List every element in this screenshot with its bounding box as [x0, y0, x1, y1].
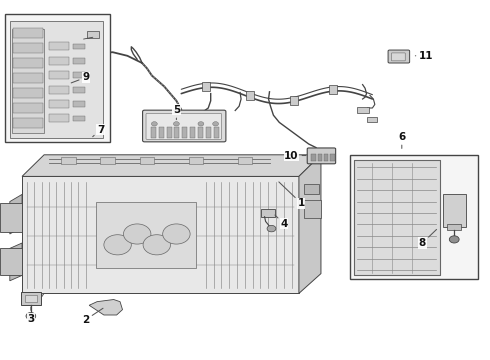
- Bar: [304, 200, 321, 218]
- Bar: [87, 31, 99, 38]
- Bar: [354, 160, 440, 275]
- Text: 3: 3: [27, 307, 34, 324]
- Bar: [73, 72, 85, 78]
- Circle shape: [151, 122, 157, 126]
- Bar: [151, 127, 156, 138]
- Bar: [73, 58, 85, 64]
- Bar: [190, 127, 195, 138]
- Bar: [73, 101, 85, 107]
- Bar: [261, 209, 275, 217]
- Text: 8: 8: [419, 229, 437, 248]
- Bar: [159, 127, 164, 138]
- Circle shape: [104, 235, 131, 255]
- Bar: [21, 292, 41, 305]
- Polygon shape: [22, 293, 44, 301]
- Circle shape: [163, 224, 190, 244]
- Bar: [167, 127, 172, 138]
- FancyBboxPatch shape: [143, 110, 226, 142]
- Polygon shape: [22, 176, 299, 293]
- Bar: [49, 114, 69, 122]
- Text: 4: 4: [275, 215, 288, 229]
- Bar: [311, 154, 316, 161]
- Bar: [350, 155, 478, 279]
- Circle shape: [143, 235, 171, 255]
- Polygon shape: [299, 155, 321, 293]
- Bar: [13, 118, 43, 128]
- Text: 2: 2: [82, 308, 103, 325]
- Bar: [49, 57, 69, 65]
- Circle shape: [173, 122, 179, 126]
- Bar: [49, 86, 69, 94]
- Bar: [13, 73, 43, 83]
- Bar: [318, 154, 322, 161]
- Polygon shape: [10, 194, 22, 234]
- Bar: [13, 28, 43, 38]
- Bar: [198, 127, 203, 138]
- Polygon shape: [96, 202, 196, 268]
- Bar: [5, 14, 110, 142]
- Bar: [24, 295, 37, 302]
- Polygon shape: [89, 300, 122, 315]
- Bar: [13, 103, 43, 113]
- Bar: [182, 127, 187, 138]
- Text: 7: 7: [93, 125, 104, 137]
- Bar: [0, 248, 22, 275]
- Text: 5: 5: [173, 105, 180, 120]
- Bar: [238, 157, 252, 164]
- Bar: [202, 82, 210, 91]
- FancyBboxPatch shape: [388, 50, 410, 63]
- Bar: [324, 154, 328, 161]
- Bar: [367, 117, 377, 122]
- Bar: [0, 203, 22, 232]
- Bar: [140, 157, 154, 164]
- Bar: [73, 87, 85, 93]
- Bar: [49, 100, 69, 108]
- FancyBboxPatch shape: [307, 148, 336, 164]
- FancyBboxPatch shape: [392, 53, 405, 61]
- Bar: [49, 71, 69, 79]
- Bar: [100, 157, 115, 164]
- Text: 9: 9: [71, 72, 89, 83]
- Bar: [61, 157, 76, 164]
- Bar: [10, 21, 103, 138]
- Bar: [13, 43, 43, 53]
- Polygon shape: [10, 243, 22, 281]
- Circle shape: [213, 122, 219, 126]
- Circle shape: [26, 312, 36, 320]
- Bar: [330, 154, 335, 161]
- Bar: [246, 91, 254, 100]
- Bar: [354, 160, 440, 275]
- Text: 1: 1: [279, 182, 305, 208]
- Polygon shape: [22, 155, 321, 176]
- Bar: [49, 42, 69, 50]
- Bar: [357, 107, 369, 113]
- Bar: [290, 96, 298, 105]
- Bar: [13, 58, 43, 68]
- Circle shape: [198, 122, 204, 126]
- FancyBboxPatch shape: [146, 113, 221, 139]
- Bar: [447, 224, 461, 230]
- Bar: [73, 44, 85, 49]
- Text: 6: 6: [398, 132, 405, 148]
- Circle shape: [123, 224, 151, 244]
- Text: 10: 10: [284, 150, 306, 161]
- Circle shape: [449, 236, 459, 243]
- Bar: [304, 184, 318, 194]
- Bar: [13, 88, 43, 98]
- Bar: [443, 194, 465, 227]
- Text: 11: 11: [416, 51, 434, 61]
- Bar: [329, 85, 337, 94]
- Circle shape: [267, 225, 276, 232]
- Bar: [174, 127, 179, 138]
- Bar: [12, 29, 44, 133]
- Bar: [206, 127, 211, 138]
- Bar: [189, 157, 203, 164]
- Bar: [214, 127, 219, 138]
- Bar: [73, 116, 85, 121]
